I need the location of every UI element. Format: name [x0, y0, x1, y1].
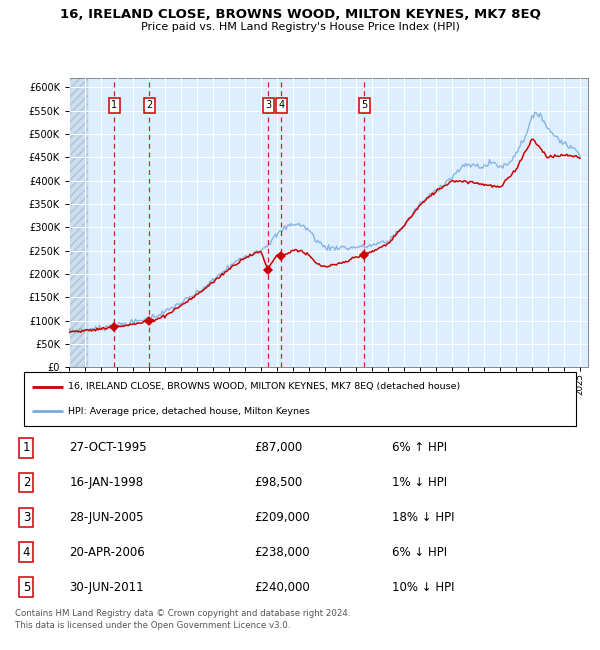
Text: 3: 3	[265, 101, 272, 111]
Text: 5: 5	[361, 101, 367, 111]
Text: 16-JAN-1998: 16-JAN-1998	[70, 476, 144, 489]
Text: 18% ↓ HPI: 18% ↓ HPI	[392, 511, 455, 524]
Text: 16, IRELAND CLOSE, BROWNS WOOD, MILTON KEYNES, MK7 8EQ (detached house): 16, IRELAND CLOSE, BROWNS WOOD, MILTON K…	[68, 382, 460, 391]
Text: 5: 5	[23, 580, 30, 593]
Text: This data is licensed under the Open Government Licence v3.0.: This data is licensed under the Open Gov…	[15, 621, 290, 630]
Text: £98,500: £98,500	[254, 476, 302, 489]
Text: 27-OCT-1995: 27-OCT-1995	[70, 441, 147, 454]
Text: Price paid vs. HM Land Registry's House Price Index (HPI): Price paid vs. HM Land Registry's House …	[140, 22, 460, 32]
Text: Contains HM Land Registry data © Crown copyright and database right 2024.: Contains HM Land Registry data © Crown c…	[15, 609, 350, 618]
Text: 6% ↓ HPI: 6% ↓ HPI	[392, 546, 447, 559]
Text: 20-APR-2006: 20-APR-2006	[70, 546, 145, 559]
Text: £240,000: £240,000	[254, 580, 310, 593]
Text: 2: 2	[146, 101, 152, 111]
Text: 1% ↓ HPI: 1% ↓ HPI	[392, 476, 447, 489]
Text: 6% ↑ HPI: 6% ↑ HPI	[392, 441, 447, 454]
Text: 2: 2	[23, 476, 30, 489]
Text: 28-JUN-2005: 28-JUN-2005	[70, 511, 144, 524]
Text: 4: 4	[23, 546, 30, 559]
Text: 16, IRELAND CLOSE, BROWNS WOOD, MILTON KEYNES, MK7 8EQ: 16, IRELAND CLOSE, BROWNS WOOD, MILTON K…	[59, 8, 541, 21]
Text: £87,000: £87,000	[254, 441, 302, 454]
Text: 1: 1	[111, 101, 117, 111]
Text: 30-JUN-2011: 30-JUN-2011	[70, 580, 144, 593]
Text: 10% ↓ HPI: 10% ↓ HPI	[392, 580, 455, 593]
Text: 4: 4	[278, 101, 284, 111]
FancyBboxPatch shape	[24, 372, 576, 426]
Text: £238,000: £238,000	[254, 546, 310, 559]
Polygon shape	[69, 78, 88, 367]
Text: £209,000: £209,000	[254, 511, 310, 524]
Text: HPI: Average price, detached house, Milton Keynes: HPI: Average price, detached house, Milt…	[68, 407, 310, 416]
Text: 1: 1	[23, 441, 30, 454]
Text: 3: 3	[23, 511, 30, 524]
